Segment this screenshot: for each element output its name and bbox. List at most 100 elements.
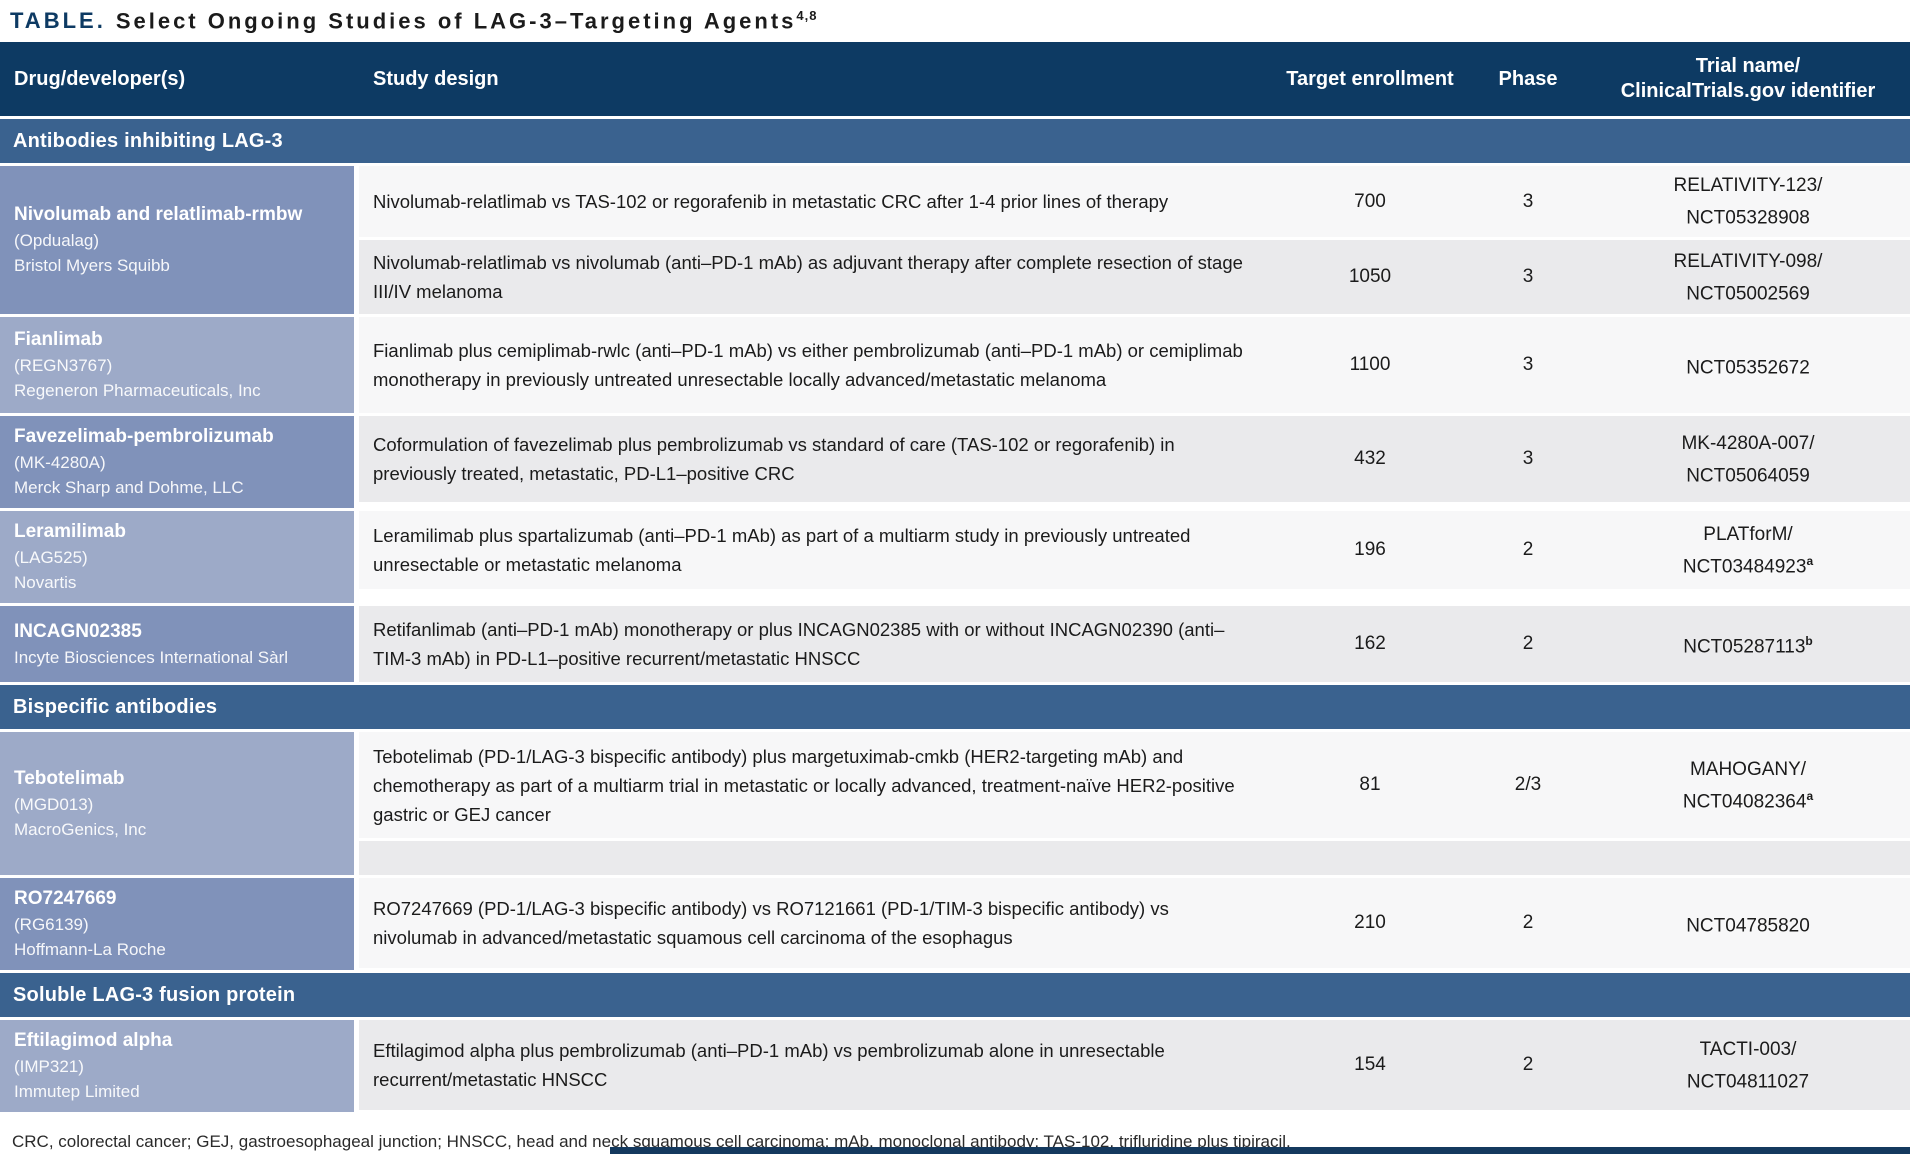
drug-alias: (MGD013) (14, 794, 94, 814)
phase-cell: 2 (1470, 878, 1586, 969)
section-header-antibodies-inhibiting-lag3: Antibodies inhibiting LAG-3 (0, 119, 1910, 163)
table-title-text: Select Ongoing Studies of LAG-3–Targetin… (116, 8, 818, 34)
column-header-trial-name-line2: ClinicalTrials.gov identifier (1620, 80, 1876, 102)
trial-footnote-marker: a (1806, 553, 1814, 568)
trial-identifier-cell: TACTI-003/ NCT04811027 (1586, 1020, 1910, 1111)
study-design-text: Leramilimab plus spartalizumab (anti–PD-… (373, 525, 1191, 576)
drug-developer: Novartis (14, 573, 77, 593)
drug-alias: (IMP321) (14, 1057, 84, 1077)
study-design-text: Fianlimab plus cemiplimab-rwlc (anti–PD-… (373, 340, 1243, 391)
table-title-reference-superscript: 4,8 (796, 7, 818, 23)
phase-cell (1470, 841, 1586, 876)
drug-group-leramilimab: Leramilimab (LAG525) Novartis Leramilima… (0, 511, 1910, 604)
study-design-text: Coformulation of favezelimab plus pembro… (373, 434, 1175, 485)
target-enrollment-cell: 1100 (1270, 317, 1470, 414)
table-header-row: Drug/developer(s) Study design Target en… (0, 42, 1910, 116)
drug-name: Nivolumab and relatlimab-rmbw (14, 204, 303, 226)
trial-identifier-cell: NCT05352672 (1586, 317, 1910, 414)
column-header-target-enrollment: Target enrollment (1286, 67, 1454, 90)
table-title-label: TABLE. (10, 8, 106, 33)
trial-identifier-cell: MK-4280A-007/ NCT05064059 (1586, 416, 1910, 503)
drug-name: Favezelimab-pembrolizumab (14, 426, 274, 448)
drug-alias: (REGN3767) (14, 356, 113, 376)
drug-developer: Merck Sharp and Dohme, LLC (14, 478, 244, 498)
trial-id-line: NCT05287113b (1683, 628, 1813, 660)
trial-id: NCT05352672 (1686, 357, 1810, 379)
drug-name: Eftilagimod alpha (14, 1030, 173, 1052)
study-design-cell: Nivolumab-relatlimab vs nivolumab (anti–… (359, 240, 1270, 315)
phase-cell: 2 (1470, 606, 1586, 683)
target-enrollment-cell: 154 (1270, 1020, 1470, 1111)
trial-name-line: MK-4280A-007/ (1681, 432, 1815, 454)
trial-name-line: RELATIVITY-098/ (1673, 250, 1823, 272)
table-row: Leramilimab plus spartalizumab (anti–PD-… (359, 511, 1910, 590)
drug-cell-tebotelimab: Tebotelimab (MGD013) MacroGenics, Inc (0, 732, 354, 876)
drug-name: RO7247669 (14, 888, 117, 910)
table-row: Coformulation of favezelimab plus pembro… (359, 416, 1910, 503)
trial-id-line: NCT05002569 (1686, 275, 1810, 307)
study-design-cell (359, 841, 1270, 876)
trial-identifier-cell: RELATIVITY-098/ NCT05002569 (1586, 240, 1910, 315)
table-row: Eftilagimod alpha plus pembrolizumab (an… (359, 1020, 1910, 1111)
trial-id: NCT05287113 (1683, 636, 1806, 658)
drug-group-tebotelimab: Tebotelimab (MGD013) MacroGenics, Inc Te… (0, 732, 1910, 876)
drug-name: Tebotelimab (14, 767, 125, 789)
target-enrollment-cell: 210 (1270, 878, 1470, 969)
trial-id: NCT05002569 (1686, 282, 1810, 304)
drug-alias: (Opdualag) (14, 231, 100, 251)
drug-developer: Immutep Limited (14, 1082, 140, 1102)
drug-name: Fianlimab (14, 329, 103, 351)
target-enrollment-cell (1270, 841, 1470, 876)
column-header-phase: Phase (1498, 67, 1558, 90)
target-enrollment-cell: 700 (1270, 166, 1470, 238)
table-row: Nivolumab-relatlimab vs nivolumab (anti–… (359, 240, 1910, 315)
study-design-text: Eftilagimod alpha plus pembrolizumab (an… (373, 1040, 1165, 1091)
study-design-cell: Fianlimab plus cemiplimab-rwlc (anti–PD-… (359, 317, 1270, 414)
trial-id-line: NCT05064059 (1686, 457, 1810, 489)
drug-cell-ro7247669: RO7247669 (RG6139) Hoffmann-La Roche (0, 878, 354, 971)
trial-id-line: NCT05352672 (1686, 349, 1810, 381)
trial-identifier-cell (1586, 841, 1910, 876)
table-row: Retifanlimab (anti–PD-1 mAb) monotherapy… (359, 606, 1910, 683)
study-design-text: Nivolumab-relatlimab vs TAS-102 or regor… (373, 191, 1169, 213)
phase-cell: 2/3 (1470, 732, 1586, 839)
phase-cell: 3 (1470, 240, 1586, 315)
trial-id-line: NCT05328908 (1686, 199, 1810, 231)
table-row: Fianlimab plus cemiplimab-rwlc (anti–PD-… (359, 317, 1910, 414)
column-header-trial-name: Trial name/ ClinicalTrials.gov identifie… (1586, 42, 1910, 116)
trial-name-line: PLATforM/ (1703, 523, 1793, 545)
trial-id: NCT04811027 (1686, 1070, 1810, 1092)
section-header-soluble-lag3-fusion-protein: Soluble LAG-3 fusion protein (0, 973, 1910, 1018)
table-row: Tebotelimab (PD-1/LAG-3 bispecific antib… (359, 732, 1910, 839)
drug-cell-leramilimab: Leramilimab (LAG525) Novartis (0, 511, 354, 604)
trial-footnote-marker: a (1806, 788, 1814, 803)
target-enrollment-cell: 81 (1270, 732, 1470, 839)
column-header-trial-name-line1: Trial name/ (1695, 55, 1801, 77)
drug-developer: Hoffmann-La Roche (14, 940, 166, 960)
target-enrollment-cell: 196 (1270, 511, 1470, 590)
phase-cell: 3 (1470, 166, 1586, 238)
drug-alias: (LAG525) (14, 548, 88, 568)
column-header-drug-developer: Drug/developer(s) (14, 67, 186, 90)
table-title: TABLE. Select Ongoing Studies of LAG-3–T… (0, 0, 1910, 42)
drug-alias: (MK-4280A) (14, 453, 106, 473)
drug-cell-favezelimab: Favezelimab-pembrolizumab (MK-4280A) Mer… (0, 416, 354, 509)
trial-name-line: RELATIVITY-123/ (1673, 175, 1823, 196)
trial-id-line: NCT04811027 (1687, 1063, 1809, 1095)
trial-identifier-cell: MAHOGANY/ NCT04082364a (1586, 732, 1910, 839)
trial-identifier-cell: NCT04785820 (1586, 878, 1910, 969)
target-enrollment-cell: 1050 (1270, 240, 1470, 315)
study-design-cell: Coformulation of favezelimab plus pembro… (359, 416, 1270, 503)
study-design-text: Tebotelimab (PD-1/LAG-3 bispecific antib… (373, 745, 1235, 825)
column-header-study-design: Study design (373, 67, 499, 90)
drug-developer: Regeneron Pharmaceuticals, Inc (14, 381, 261, 401)
trial-footnote-marker: b (1805, 634, 1813, 649)
drug-cell-nivolumab-relatlimab: Nivolumab and relatlimab-rmbw (Opdualag)… (0, 166, 354, 315)
trial-id: NCT03484923 (1682, 555, 1807, 577)
trial-id-line: NCT03484923a (1683, 548, 1813, 580)
trial-identifier-cell: RELATIVITY-123/ NCT05328908 (1586, 166, 1910, 238)
table-row: Nivolumab-relatlimab vs TAS-102 or regor… (359, 166, 1910, 238)
trial-id: NCT05328908 (1686, 207, 1810, 229)
drug-developer: Bristol Myers Squibb (14, 256, 170, 276)
